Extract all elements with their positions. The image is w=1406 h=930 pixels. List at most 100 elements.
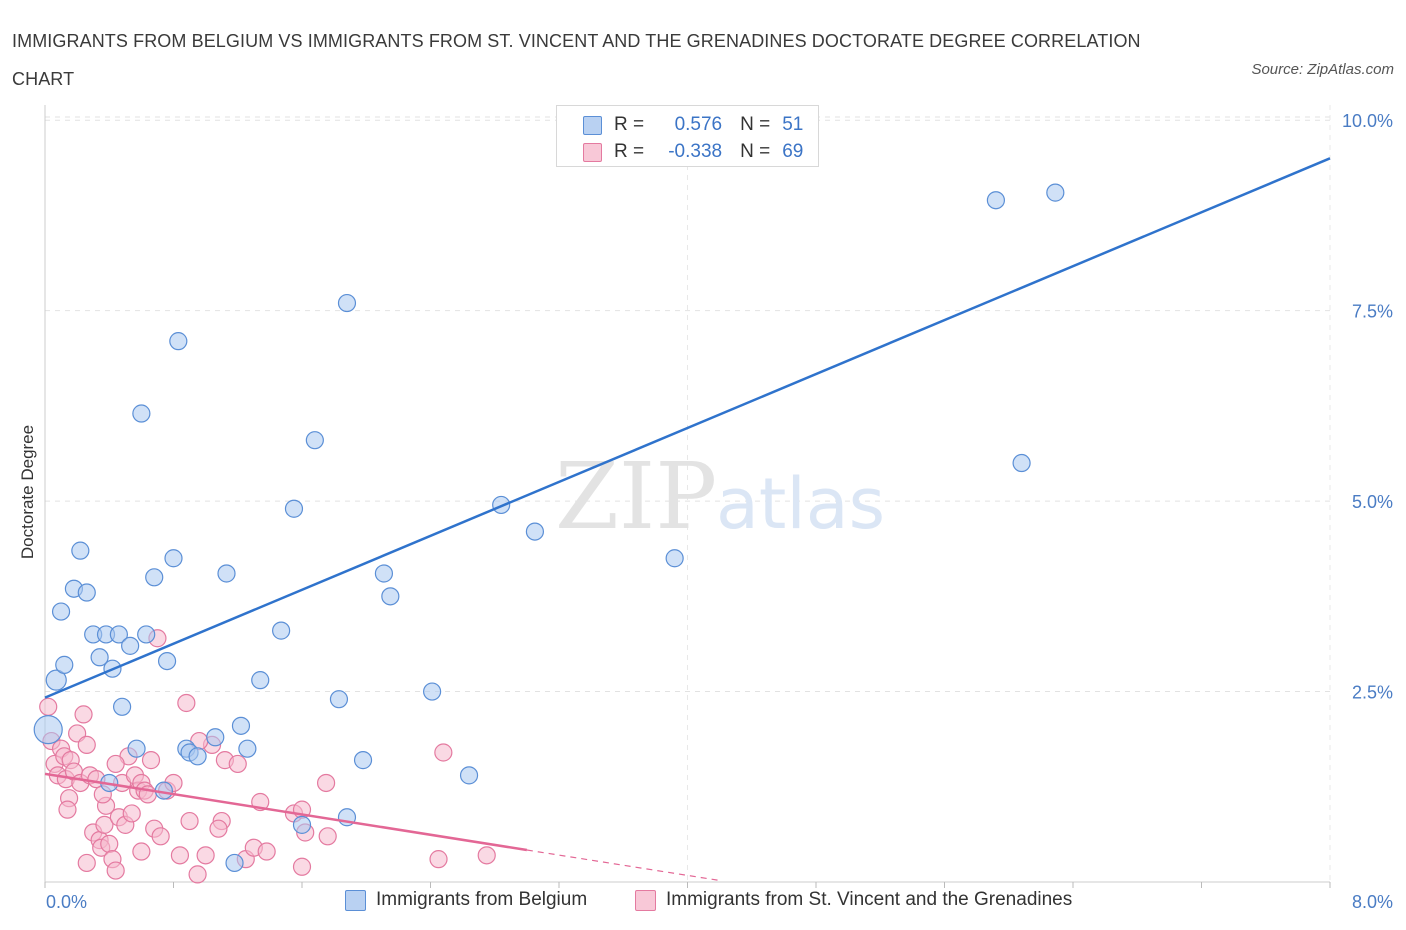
point-stvincent: [151, 827, 170, 846]
legend-n-label: N =: [740, 114, 771, 135]
point-stvincent: [122, 804, 141, 823]
point-stvincent: [196, 846, 215, 865]
point-stvincent: [39, 697, 58, 716]
bottom-legend-swatch-belgium: [345, 889, 366, 911]
point-belgium: [305, 431, 324, 450]
point-stvincent: [77, 853, 96, 873]
series-belgium: [33, 114, 1065, 873]
legend-r-value-belgium: 0.576: [674, 114, 723, 135]
point-stvincent: [209, 819, 228, 838]
point-belgium: [986, 191, 1006, 210]
point-stvincent: [316, 773, 336, 793]
point-belgium: [374, 564, 394, 583]
point-belgium: [145, 568, 164, 587]
point-belgium: [238, 739, 257, 758]
watermark: ZIP atlas: [555, 443, 885, 550]
bottom-legend-belgium: Immigrants from Belgium: [345, 889, 587, 911]
point-belgium: [169, 332, 188, 351]
point-belgium: [329, 690, 349, 709]
point-belgium: [423, 682, 442, 701]
point-stvincent: [132, 842, 151, 861]
point-stvincent: [434, 743, 453, 762]
watermark-zip: ZIP: [555, 443, 717, 550]
point-stvincent: [74, 705, 93, 724]
point-stvincent: [58, 800, 77, 819]
point-belgium: [33, 715, 63, 745]
point-belgium: [132, 404, 151, 423]
point-stvincent: [477, 846, 496, 865]
point-belgium: [251, 671, 270, 690]
point-belgium: [188, 747, 207, 766]
axes: [44, 105, 1331, 888]
y-tick-label: 7.5%: [1352, 302, 1393, 322]
point-stvincent: [170, 846, 190, 865]
point-stvincent: [257, 842, 276, 861]
point-stvincent: [106, 861, 125, 880]
x-tick-label-min: 0.0%: [46, 892, 87, 912]
point-stvincent: [228, 754, 247, 774]
point-belgium: [77, 583, 96, 602]
point-belgium: [459, 766, 479, 785]
y-tick-label: 5.0%: [1352, 492, 1393, 512]
point-belgium: [225, 853, 244, 873]
point-stvincent: [106, 754, 125, 774]
point-belgium: [45, 669, 67, 691]
point-belgium: [71, 541, 90, 560]
axis-labels: Doctorate Degree 0.0% 8.0% 2.5% 5.0% 7.5% 1…: [18, 111, 1393, 912]
point-stvincent: [100, 834, 119, 854]
point-belgium: [157, 651, 177, 671]
point-belgium: [337, 293, 357, 313]
point-belgium: [206, 728, 225, 747]
x-tick-label-max: 8.0%: [1352, 892, 1393, 912]
point-belgium: [665, 549, 684, 568]
point-belgium: [51, 602, 71, 621]
point-belgium: [1012, 453, 1031, 473]
stats-legend: R = 0.576 N = 51 R = -0.338 N = 69: [556, 105, 819, 167]
point-belgium: [137, 625, 156, 644]
point-belgium: [525, 522, 545, 541]
point-belgium: [231, 716, 251, 735]
trend-lines: [44, 157, 1331, 882]
point-stvincent: [180, 811, 199, 831]
bottom-legend-stvincent: Immigrants from St. Vincent and the Gren…: [635, 889, 1072, 911]
bottom-legend-label-belgium: Immigrants from Belgium: [376, 889, 588, 910]
point-belgium: [112, 697, 132, 716]
y-tick-label: 10.0%: [1342, 111, 1393, 131]
legend-row-belgium: R = 0.576 N = 51: [583, 113, 803, 137]
legend-n-label: N =: [740, 141, 771, 162]
point-belgium: [90, 648, 109, 667]
point-belgium: [284, 499, 304, 518]
point-stvincent: [429, 850, 448, 869]
point-stvincent: [188, 865, 207, 884]
trend-line-stvincent-extension: [526, 849, 720, 882]
point-stvincent: [292, 857, 312, 876]
y-tick-label: 2.5%: [1352, 683, 1393, 703]
y-axis-title: Doctorate Degree: [18, 425, 37, 559]
point-belgium: [292, 815, 312, 834]
point-belgium: [164, 549, 183, 568]
point-stvincent: [318, 827, 337, 846]
point-stvincent: [95, 815, 114, 834]
point-belgium: [109, 625, 128, 644]
point-belgium: [217, 564, 236, 583]
legend-r-label: R =: [614, 141, 645, 162]
legend-r-value-stvincent: -0.338: [668, 141, 723, 162]
point-belgium: [121, 636, 140, 655]
point-belgium: [353, 751, 373, 770]
point-belgium: [272, 621, 291, 640]
point-stvincent: [141, 751, 161, 770]
legend-n-value-belgium: 51: [782, 114, 804, 135]
legend-swatch-stvincent: [583, 142, 602, 162]
point-belgium: [1046, 183, 1065, 202]
point-stvincent: [77, 735, 96, 754]
chart-source: Source: ZipAtlas.com: [1251, 61, 1394, 78]
legend-n-value-stvincent: 69: [782, 141, 804, 162]
legend-swatch-belgium: [583, 115, 602, 135]
point-belgium: [127, 739, 146, 758]
chart-title: IMMIGRANTS FROM BELGIUM VS IMMIGRANTS FR…: [12, 31, 1141, 89]
legend-row-stvincent: R = -0.338 N = 69: [583, 140, 803, 164]
watermark-atlas: atlas: [716, 463, 885, 545]
trend-line-belgium: [44, 157, 1331, 699]
point-belgium: [381, 587, 400, 606]
